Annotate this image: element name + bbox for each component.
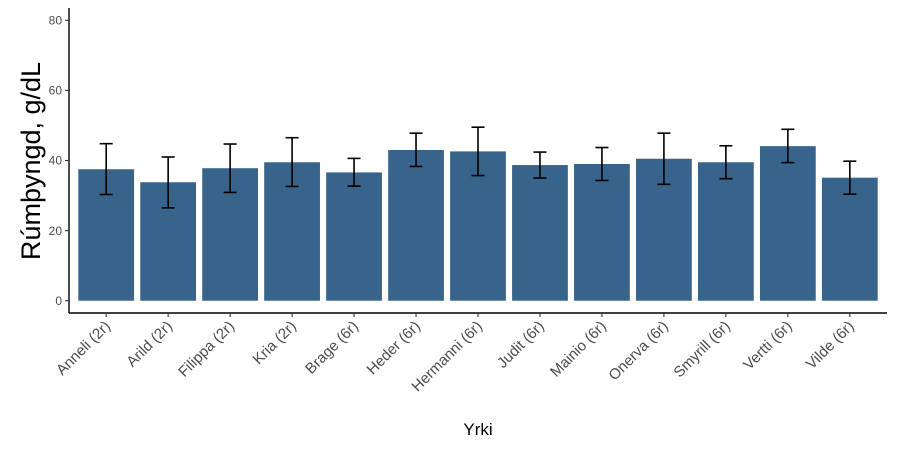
error-bar xyxy=(595,146,609,182)
x-tick-label: Arild (2r) xyxy=(123,318,176,371)
y-axis-title: Rúmþyngd, g/dL xyxy=(16,62,46,260)
error-bar xyxy=(719,144,733,180)
error-bar xyxy=(657,132,671,186)
error-bar xyxy=(223,143,237,194)
bar xyxy=(326,172,382,301)
y-tick-label: 20 xyxy=(49,224,63,238)
error-bar xyxy=(843,160,857,195)
bar xyxy=(574,164,630,301)
y-tick-label: 40 xyxy=(49,154,63,168)
error-bar xyxy=(99,142,113,196)
error-bars-group xyxy=(99,126,857,209)
error-bar xyxy=(285,136,299,188)
error-bar xyxy=(161,156,175,209)
y-tick-label: 60 xyxy=(49,84,63,98)
x-tick-label: Vilde (6r) xyxy=(803,318,858,373)
bars-group xyxy=(78,146,878,301)
y-tick-label: 0 xyxy=(55,294,62,308)
x-tick-label: Vertti (6r) xyxy=(740,318,796,374)
x-tick-label: Brage (6r) xyxy=(302,318,362,378)
x-tick-label: Heder (6r) xyxy=(364,318,424,378)
x-tick-label: Kria (2r) xyxy=(250,318,300,368)
error-bar xyxy=(347,157,361,187)
x-axis: Anneli (2r) Arild (2r) Filippa (2r) Kria (2… xyxy=(53,312,887,395)
error-bar xyxy=(533,151,547,179)
y-tick-label: 80 xyxy=(49,13,63,27)
error-bar xyxy=(409,132,423,168)
x-tick-label: Anneli (2r) xyxy=(53,318,114,379)
x-tick-label: Onerva (6r) xyxy=(605,318,671,384)
bar xyxy=(759,146,816,301)
bar xyxy=(697,162,754,301)
bar xyxy=(388,149,444,301)
x-axis-title: Yrki xyxy=(463,420,492,439)
x-tick-label: Judit (6r) xyxy=(494,318,548,372)
bar xyxy=(512,165,568,301)
x-tick-label: Mainio (6r) xyxy=(547,318,610,381)
x-tick-label: Filippa (2r) xyxy=(175,318,238,381)
bar xyxy=(821,177,878,301)
error-bar xyxy=(781,128,795,164)
y-axis: 0 20 40 60 80 xyxy=(49,8,70,313)
x-tick-label: Smyrill (6r) xyxy=(670,318,733,381)
error-bar xyxy=(471,126,485,177)
